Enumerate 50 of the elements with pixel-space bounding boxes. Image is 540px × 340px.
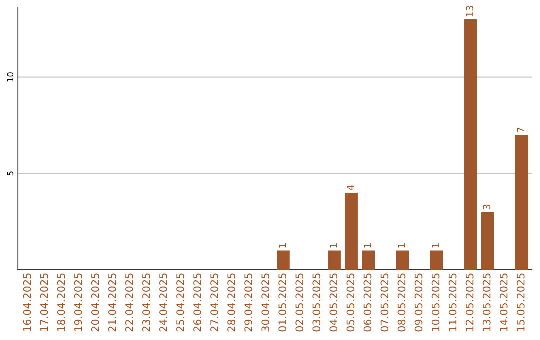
x-tick-label: 12.05.2025 xyxy=(466,274,474,332)
x-tick-label: 26.04.2025 xyxy=(194,274,202,332)
x-tick-label: 04.05.2025 xyxy=(330,274,338,332)
x-tick-label: 17.04.2025 xyxy=(40,274,48,332)
data-label: 4 xyxy=(347,185,354,191)
data-label: 13 xyxy=(466,6,474,17)
data-label: 1 xyxy=(279,244,286,248)
bar xyxy=(328,250,341,270)
x-tick-label: 22.04.2025 xyxy=(125,274,134,332)
x-tick-label: 28.04.2025 xyxy=(228,274,236,332)
x-tick-label: 21.04.2025 xyxy=(108,274,116,332)
bar xyxy=(396,250,410,270)
bar xyxy=(362,250,375,270)
x-tick-label: 01.05.2025 xyxy=(278,274,287,332)
x-tick-label: 19.04.2025 xyxy=(74,274,82,332)
data-label: 1 xyxy=(330,244,338,248)
data-label: 1 xyxy=(364,244,372,248)
x-tick-label: 02.05.2025 xyxy=(296,274,304,332)
x-tick-label: 18.04.2025 xyxy=(57,274,66,332)
x-tick-label: 23.04.2025 xyxy=(142,274,150,332)
bar xyxy=(481,212,494,270)
x-tick-label: 13.05.2025 xyxy=(482,274,491,332)
x-tick-label: 16.04.2025 xyxy=(23,274,32,332)
data-label: 7 xyxy=(517,128,524,132)
bar xyxy=(430,250,444,270)
y-tick-label: 10 xyxy=(7,72,14,82)
x-tick-label: 05.05.2025 xyxy=(346,274,355,332)
y-tick-label: 5 xyxy=(7,172,14,176)
x-tick-label: 24.04.2025 xyxy=(160,274,168,332)
x-tick-label: 27.04.2025 xyxy=(210,274,218,332)
data-label: 1 xyxy=(398,244,406,248)
x-tick-label: 29.04.2025 xyxy=(244,274,252,332)
x-tick-label: 10.05.2025 xyxy=(432,274,440,332)
bar xyxy=(345,192,358,270)
x-tick-label: 25.04.2025 xyxy=(176,274,184,332)
bar xyxy=(515,135,528,270)
x-tick-label: 06.05.2025 xyxy=(364,274,372,332)
data-label: 1 xyxy=(432,244,440,248)
x-tick-label: 15.05.2025 xyxy=(516,274,525,332)
bar xyxy=(277,250,290,270)
x-tick-label: 09.05.2025 xyxy=(414,274,423,332)
bar xyxy=(464,20,478,270)
data-label: 3 xyxy=(483,204,491,210)
x-tick-label: 03.05.2025 xyxy=(312,274,321,332)
x-tick-label: 30.04.2025 xyxy=(262,274,270,332)
x-tick-label: 14.05.2025 xyxy=(500,274,508,332)
x-tick-label: 08.05.2025 xyxy=(398,274,406,332)
x-tick-label: 20.04.2025 xyxy=(91,274,100,332)
x-tick-label: 11.05.2025 xyxy=(448,274,457,332)
x-tick-label: 07.05.2025 xyxy=(380,274,389,332)
